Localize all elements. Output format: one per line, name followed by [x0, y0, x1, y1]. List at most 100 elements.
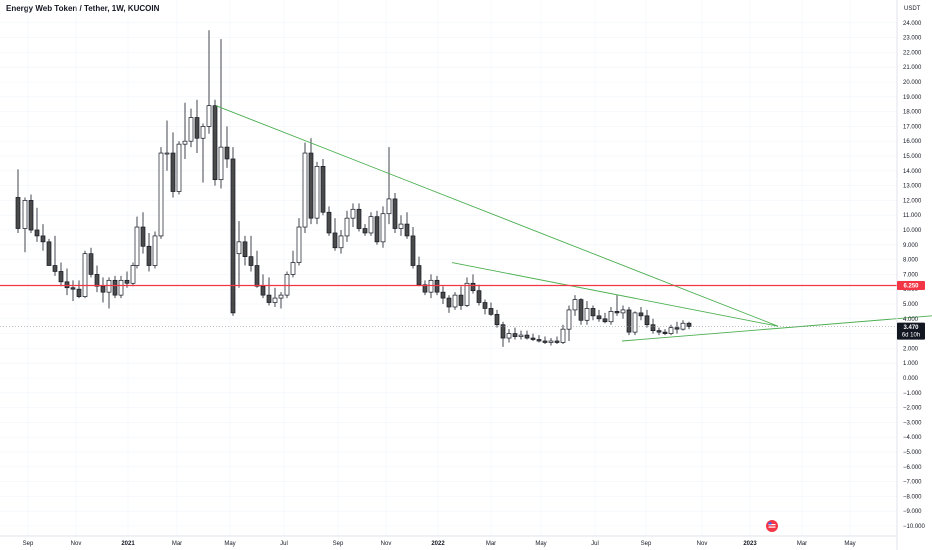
- candle: [266, 277, 272, 306]
- candle-body: [284, 274, 290, 296]
- candle-body: [194, 117, 200, 139]
- candle-body: [290, 262, 296, 275]
- candle: [680, 320, 686, 331]
- candle-body: [596, 315, 602, 320]
- candle-body: [368, 216, 374, 234]
- price-tick-label: −6.000: [903, 465, 922, 471]
- candle: [572, 295, 578, 316]
- candle-body: [94, 274, 100, 287]
- candle-body: [362, 228, 368, 234]
- candle: [224, 126, 230, 168]
- time-tick-label: Mar: [172, 541, 182, 547]
- time-tick-label: 2022: [431, 541, 445, 547]
- time-tick-label: 2023: [743, 541, 757, 547]
- candle: [410, 227, 416, 269]
- time-tick-label: Mar: [797, 541, 807, 547]
- candle: [70, 280, 76, 302]
- candle: [140, 212, 146, 254]
- candle: [230, 147, 236, 316]
- price-tick-label: 1.000: [903, 361, 919, 367]
- price-tick-label: 20.000: [903, 80, 922, 86]
- price-tick-label: −1.000: [903, 391, 922, 397]
- candle: [296, 218, 302, 266]
- time-tick-label: May: [535, 541, 546, 547]
- price-unit: USDT: [904, 6, 921, 12]
- price-tick-label: 10.000: [903, 228, 922, 234]
- candle-body: [76, 288, 82, 297]
- price-tick-label: −4.000: [903, 435, 922, 441]
- candle: [518, 330, 524, 340]
- price-tick-label: 4.000: [903, 317, 919, 323]
- candle-body: [22, 200, 28, 229]
- candle-body: [58, 271, 64, 283]
- candle-body: [176, 143, 182, 192]
- candle: [476, 284, 482, 306]
- candle-body: [584, 308, 590, 321]
- candle-body: [392, 198, 398, 229]
- candle: [686, 321, 692, 330]
- candle-body: [242, 241, 248, 257]
- candle-body: [140, 226, 146, 247]
- candle-body: [632, 312, 638, 333]
- candle-body: [15, 197, 21, 229]
- candle-body: [404, 223, 410, 237]
- candle: [626, 306, 632, 336]
- candle: [64, 268, 70, 296]
- time-tick-label: Nov: [697, 541, 708, 547]
- price-axis: 24.000 23.000 22.000 21.000 20.000 19.000 18.0…: [903, 21, 926, 530]
- candle-body: [152, 235, 158, 266]
- candle-body: [212, 105, 218, 181]
- candle: [488, 302, 494, 316]
- candle: [602, 312, 608, 324]
- time-tick-label: May: [224, 541, 235, 547]
- candle: [212, 99, 218, 186]
- candle-body: [218, 146, 224, 181]
- candle: [290, 250, 296, 278]
- candle-body: [158, 152, 164, 237]
- price-tick-label: −3.000: [903, 420, 922, 426]
- candle-body: [608, 311, 614, 323]
- candle-body: [542, 340, 548, 343]
- candle: [112, 275, 118, 299]
- time-tick-label: 2021: [121, 541, 135, 547]
- candle-body: [524, 334, 530, 339]
- candle: [278, 292, 284, 309]
- candle: [236, 221, 242, 288]
- candle: [308, 138, 314, 225]
- candle: [194, 99, 200, 154]
- candle-body: [620, 309, 626, 314]
- candle: [662, 329, 668, 336]
- chart-title: Energy Web Token / Tether, 1W, KUCOIN: [6, 4, 160, 13]
- candle: [218, 39, 224, 189]
- price-tick-label: 5.000: [903, 302, 919, 308]
- candle: [560, 324, 566, 344]
- candle-body: [248, 256, 254, 266]
- candle: [314, 161, 320, 225]
- candle: [130, 262, 136, 287]
- time-tick-label: Sep: [333, 541, 344, 547]
- candle-body: [644, 315, 650, 326]
- time-tick-label: May: [844, 541, 855, 547]
- candle-body: [40, 235, 46, 243]
- candle-body: [668, 327, 674, 334]
- price-tick-label: 11.000: [903, 213, 922, 219]
- candle: [482, 299, 488, 315]
- candle-body: [188, 117, 194, 142]
- candle-body: [482, 302, 488, 309]
- candle-body: [506, 333, 512, 339]
- candle-body: [626, 309, 632, 333]
- candle: [608, 306, 614, 325]
- candle: [440, 286, 446, 304]
- candle-body: [674, 327, 680, 330]
- candle: [404, 212, 410, 239]
- candle: [94, 265, 100, 293]
- candle-body: [470, 282, 476, 292]
- candle-body: [266, 294, 272, 303]
- candle: [52, 235, 58, 276]
- candle-body: [106, 279, 112, 293]
- price-tick-label: 24.000: [903, 21, 922, 27]
- candle: [158, 147, 164, 239]
- trendline: [621, 315, 932, 342]
- candle-body: [164, 152, 170, 155]
